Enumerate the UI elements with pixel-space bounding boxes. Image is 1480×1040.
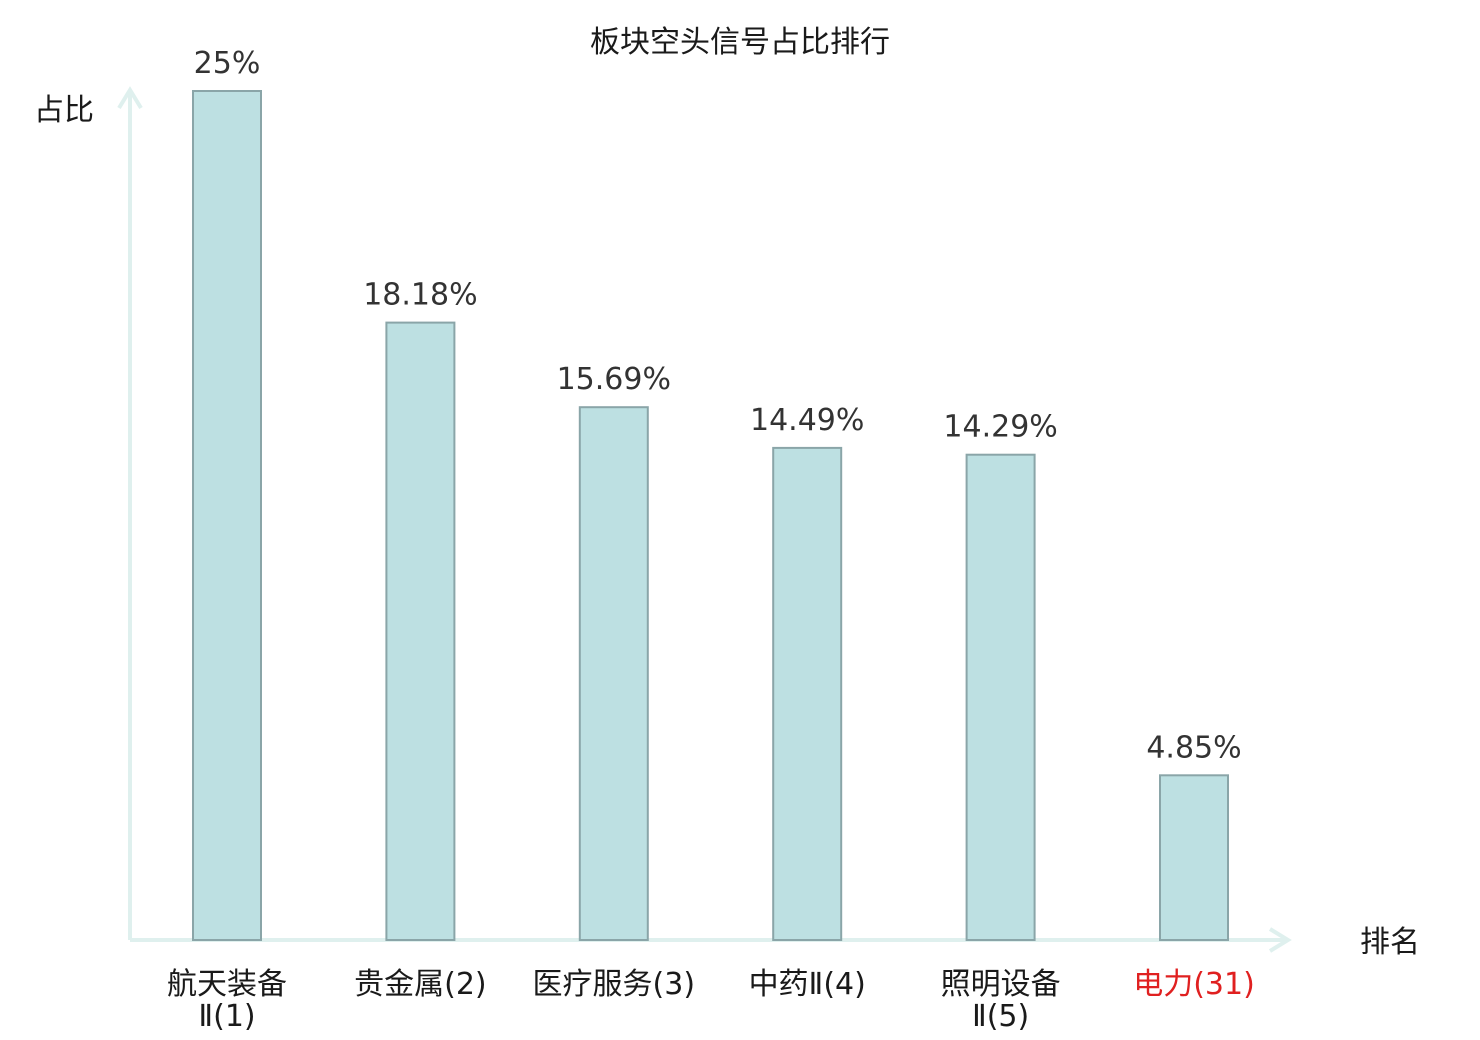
category-label-6: 电力(31) [1133, 967, 1255, 1002]
chart-title: 板块空头信号占比排行 [590, 25, 890, 60]
value-label-2: 18.18% [363, 278, 477, 313]
category-label-5-line-1: 照明设备 [941, 967, 1061, 1002]
data-labels: 25% 18.18% 15.69% 14.49% 14.29% 4.85% [194, 46, 1242, 765]
bar-5 [965, 453, 1036, 941]
category-label-1-line-1: 航天装备 [167, 967, 287, 1002]
value-label-3: 15.69% [557, 362, 671, 397]
bar-2 [385, 321, 456, 942]
value-label-1: 25% [194, 46, 261, 81]
bar-series [192, 90, 1229, 942]
value-label-5: 14.29% [943, 410, 1057, 445]
bar-3 [578, 406, 649, 941]
value-label-4: 14.49% [750, 403, 864, 438]
category-label-2: 贵金属(2) [354, 967, 487, 1002]
bar-6 [1159, 774, 1229, 941]
category-label-1-line-2: Ⅱ(1) [198, 999, 255, 1034]
category-label-3: 医疗服务(3) [533, 967, 696, 1002]
value-label-6: 4.85% [1146, 730, 1241, 765]
y-axis-arrow [117, 86, 143, 110]
category-label-4: 中药Ⅱ(4) [749, 967, 866, 1002]
bar-1 [192, 90, 262, 941]
y-axis-label: 占比 [34, 93, 94, 128]
x-axis-label: 排名 [1360, 925, 1420, 960]
x-axis-arrow [1268, 927, 1292, 953]
category-label-5-line-2: Ⅱ(5) [972, 999, 1029, 1034]
bar-4 [772, 446, 843, 941]
